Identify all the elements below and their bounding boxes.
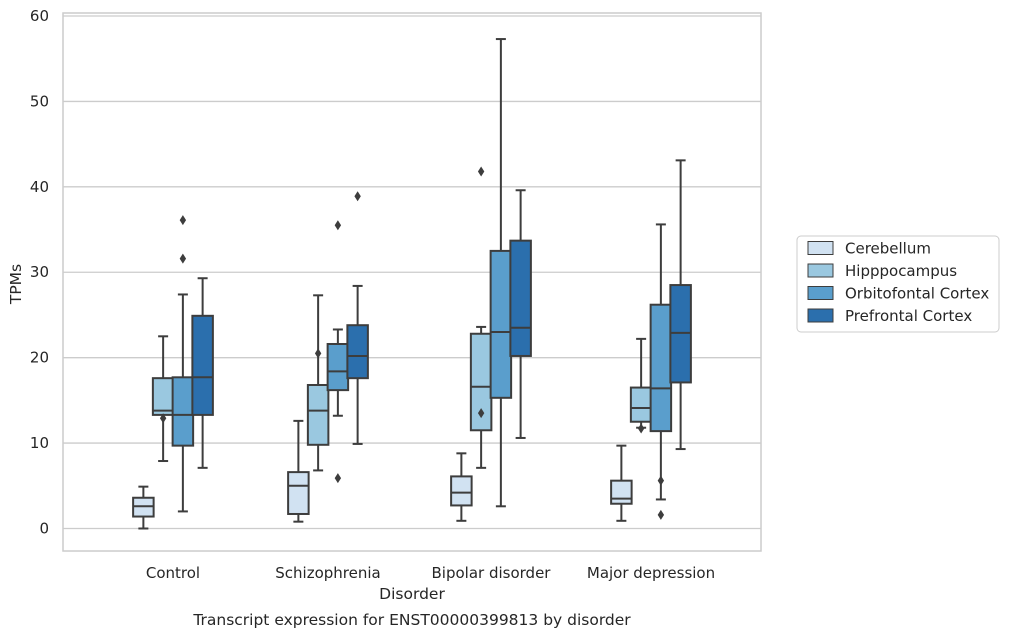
iqr-box <box>649 303 673 433</box>
legend-swatch <box>807 286 834 300</box>
x-axis-title: Disorder <box>379 585 445 603</box>
iqr-box <box>450 475 473 507</box>
iqr-box <box>346 324 369 380</box>
legend-label: Prefrontal Cortex <box>845 307 972 325</box>
box-plot <box>610 444 633 522</box>
legend-label: Hipppocampus <box>845 262 957 280</box>
y-tick-label: 60 <box>30 7 49 25</box>
x-tick-label: Control <box>146 564 200 582</box>
plot-area <box>62 12 762 552</box>
box-plot <box>132 485 155 530</box>
outlier-marker <box>334 220 342 231</box>
x-tick-label: Bipolar disorder <box>432 564 552 582</box>
outlier-marker <box>334 473 342 484</box>
legend: Cerebellum Hipppocampus Orbitofontal Corte… <box>796 235 1000 333</box>
y-tick-label: 0 <box>39 520 49 538</box>
iqr-box <box>629 386 653 423</box>
box-plot <box>287 419 310 523</box>
outlier-marker <box>354 191 361 202</box>
y-tick-label: 20 <box>30 349 49 367</box>
legend-items: Cerebellum Hipppocampus Orbitofontal Corte… <box>807 240 989 325</box>
legend-item: Hipppocampus <box>807 262 957 280</box>
iqr-box <box>610 479 633 505</box>
outlier-marker <box>657 475 665 486</box>
y-tick-label: 30 <box>30 263 49 281</box>
outlier-marker <box>179 253 187 264</box>
legend-swatch <box>807 308 834 323</box>
y-tick-label: 50 <box>30 92 49 110</box>
box-plot <box>306 294 330 472</box>
box-layer <box>132 38 692 530</box>
x-tick-labels: Control Schizophrenia Bipolar disorder Majo… <box>146 564 715 582</box>
legend-item: Prefrontal Cortex <box>807 307 972 325</box>
iqr-box <box>191 314 214 416</box>
legend-item: Cerebellum <box>807 240 931 258</box>
iqr-box <box>151 377 175 416</box>
outlier-marker <box>179 215 187 226</box>
legend-label: Cerebellum <box>845 240 931 258</box>
box-plot <box>509 189 532 439</box>
y-axis-title: TPMs <box>7 264 25 305</box>
legend-swatch <box>807 241 834 255</box>
y-tick-labels: 0 10 20 30 40 50 60 <box>30 7 49 538</box>
box-plot <box>450 452 473 522</box>
box-plot <box>346 191 369 445</box>
legend-label: Orbitofontal Cortex <box>845 285 989 303</box>
box-plot <box>669 159 692 451</box>
iqr-box <box>306 383 330 446</box>
x-tick-label: Schizophrenia <box>275 564 380 582</box>
iqr-box <box>171 376 195 447</box>
outlier-marker <box>637 423 645 434</box>
outlier-marker <box>159 413 167 424</box>
iqr-box <box>287 471 310 515</box>
x-tick-label: Major depression <box>587 564 715 582</box>
legend-swatch <box>807 263 834 278</box>
iqr-box <box>509 239 532 357</box>
outlier-marker <box>477 408 485 419</box>
legend-item: Orbitofontal Cortex <box>807 285 989 303</box>
y-tick-label: 10 <box>30 434 49 452</box>
chart-caption: Transcript expression for ENST0000039981… <box>192 611 631 629</box>
outlier-marker <box>477 166 485 177</box>
outlier-marker <box>657 509 665 520</box>
outlier-marker <box>314 348 322 359</box>
iqr-box <box>326 342 350 392</box>
y-tick-label: 40 <box>30 178 49 196</box>
box-plot <box>191 277 214 469</box>
iqr-box <box>489 249 513 399</box>
legend-frame <box>796 235 1000 333</box>
